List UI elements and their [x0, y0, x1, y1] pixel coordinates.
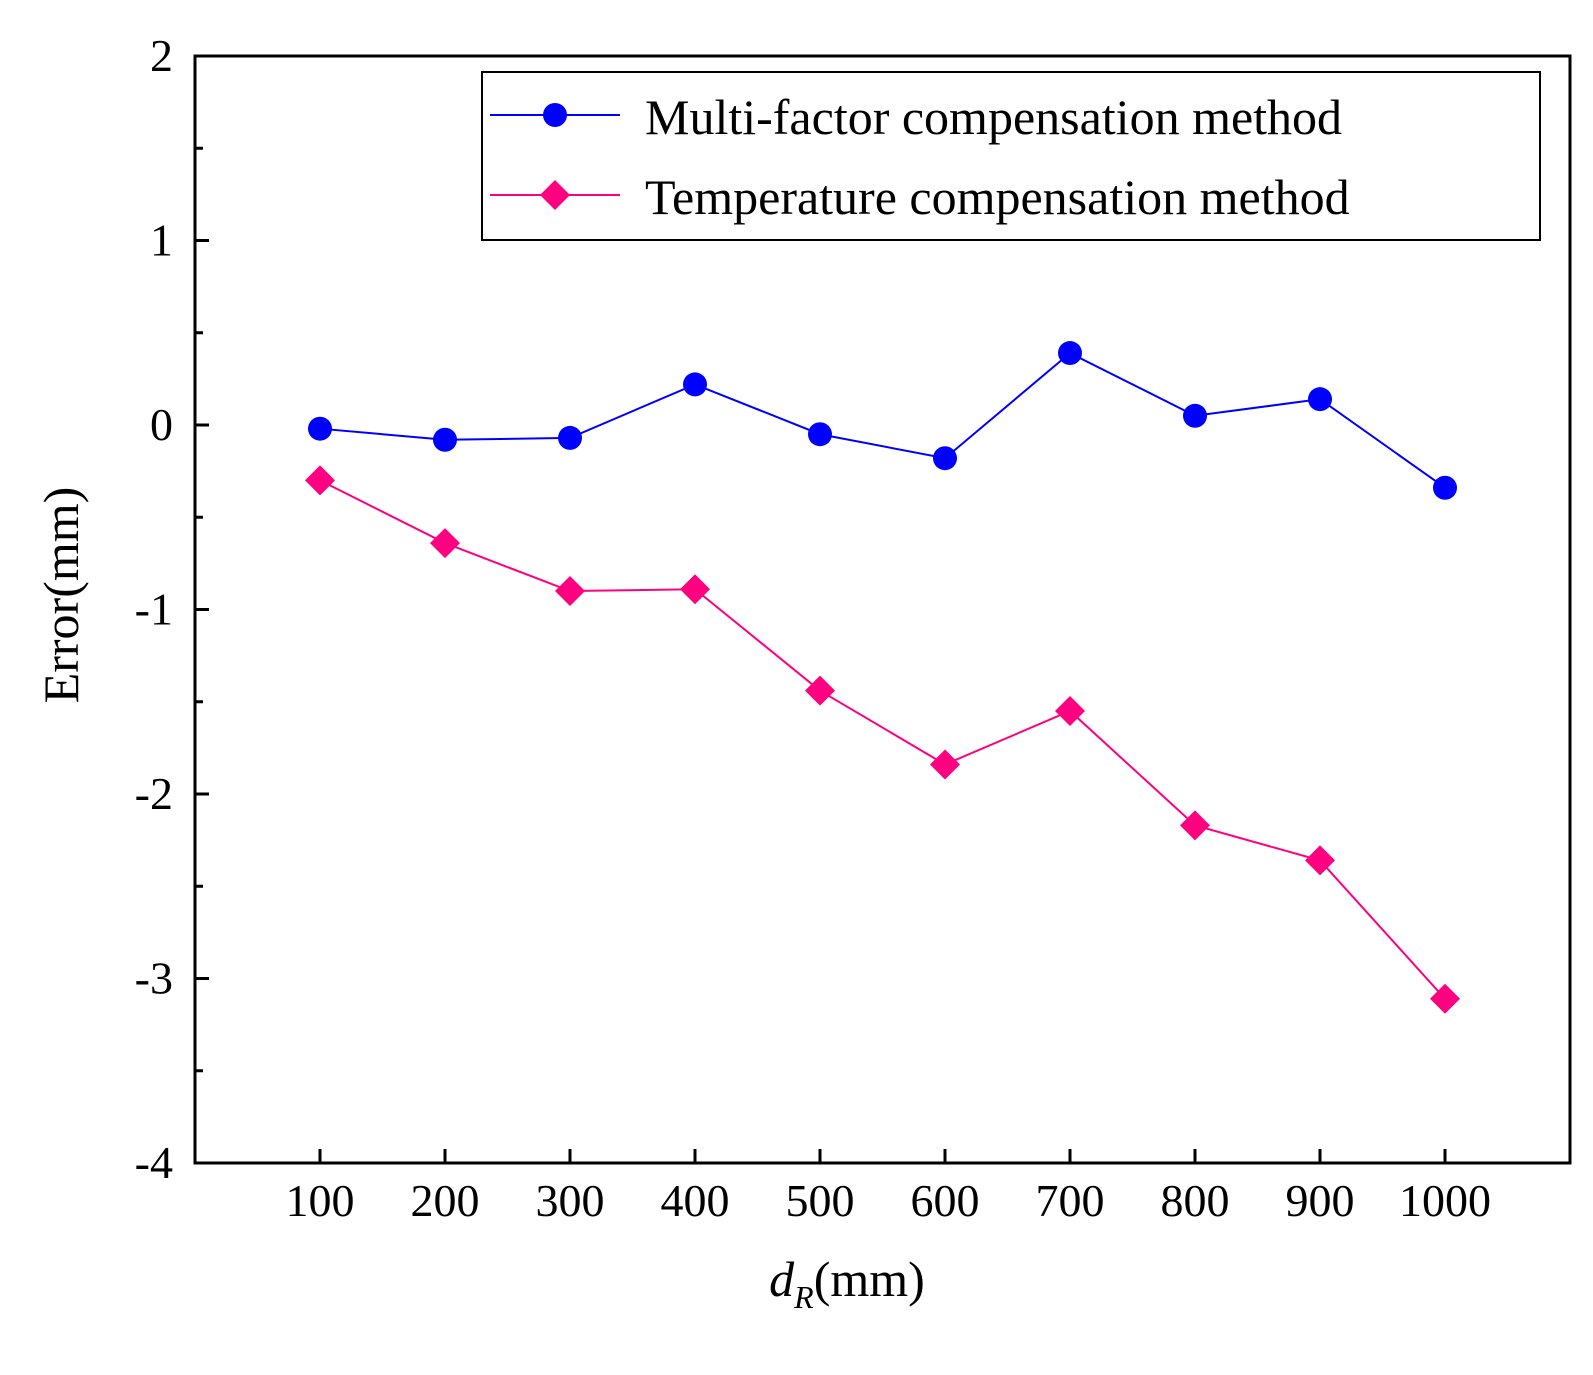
legend: Multi-factor compensation method Tempera…	[481, 71, 1541, 241]
data-point-diamond	[1180, 810, 1210, 841]
x-tick-label: 900	[1286, 1175, 1355, 1226]
data-point-circle	[683, 372, 707, 397]
x-tick-label: 300	[536, 1175, 605, 1226]
data-point-circle	[1058, 341, 1082, 366]
data-point-circle	[1433, 475, 1457, 500]
legend-label-multi-factor: Multi-factor compensation method	[645, 89, 1342, 145]
data-point-diamond	[930, 749, 960, 780]
data-point-circle	[433, 427, 457, 452]
x-tick-label: 100	[286, 1175, 355, 1226]
data-point-circle	[558, 425, 582, 450]
legend-label-temperature: Temperature compensation method	[645, 169, 1350, 225]
x-tick-label: 1000	[1399, 1175, 1491, 1226]
axes-layer: 2 1 0 -1 -2 -3 -4 100 200 300 400 500 600 700 800 900 10…	[135, 30, 1572, 1226]
data-point-diamond	[1305, 845, 1335, 876]
x-axis-title-unit: (mm)	[814, 1251, 925, 1307]
data-point-diamond	[1055, 695, 1085, 726]
y-tick-label: 2	[150, 30, 173, 81]
x-tick-label: 200	[411, 1175, 480, 1226]
data-point-circle	[1308, 387, 1332, 412]
y-tick-label: -4	[135, 1137, 173, 1188]
legend-marker-temperature	[540, 180, 570, 210]
series-line-0	[319, 351, 1446, 489]
data-point-diamond	[555, 576, 585, 607]
data-point-circle	[1183, 403, 1207, 428]
x-axis-title-subscript: R	[793, 1279, 814, 1315]
x-tick-label: 700	[1036, 1175, 1105, 1226]
x-tick-label: 500	[786, 1175, 855, 1226]
data-point-circle	[933, 446, 957, 471]
data-point-diamond	[680, 574, 710, 605]
series-line-1	[319, 479, 1446, 1000]
x-axis-title-symbol: d	[769, 1251, 795, 1307]
x-tick-label: 600	[911, 1175, 980, 1226]
legend-marker-multi-factor	[543, 103, 567, 127]
data-point-diamond	[430, 528, 460, 559]
y-tick-label: -3	[135, 953, 173, 1004]
x-tick-label: 800	[1161, 1175, 1230, 1226]
y-tick-label: -1	[135, 584, 173, 635]
y-axis-title: Error(mm)	[33, 487, 89, 704]
data-point-diamond	[305, 465, 335, 496]
data-point-diamond	[1430, 983, 1460, 1014]
data-point-diamond	[805, 675, 835, 706]
y-tick-label: -2	[135, 768, 173, 819]
y-tick-label: 1	[150, 215, 173, 266]
data-point-circle	[808, 422, 832, 447]
x-tick-label: 400	[661, 1175, 730, 1226]
x-axis-title: dR(mm)	[769, 1251, 925, 1315]
series-layer	[305, 341, 1460, 1014]
data-point-circle	[308, 416, 332, 441]
y-tick-label: 0	[150, 399, 173, 450]
legend-box	[481, 71, 1541, 241]
